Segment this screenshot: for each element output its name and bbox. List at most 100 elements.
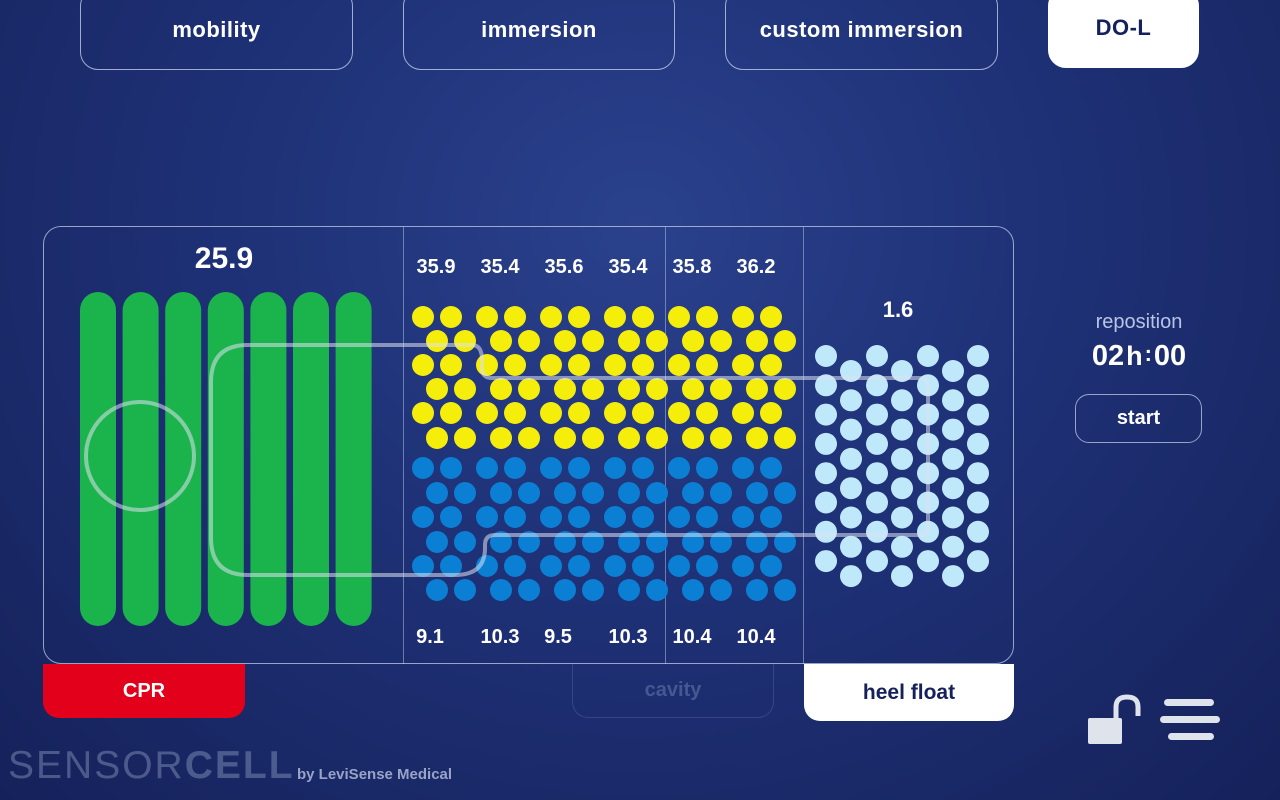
lower-torso-cell: [504, 506, 526, 528]
upper-torso-cell: [440, 306, 462, 328]
torso-top-value: 35.9: [416, 256, 456, 278]
lower-torso-cell: [760, 457, 782, 479]
reposition-label: reposition: [1095, 311, 1183, 333]
upper-torso-cell: [454, 330, 476, 352]
heel-air-cell: [891, 418, 913, 441]
head-air-cell: [250, 292, 287, 626]
heel-air-cell: [840, 447, 862, 470]
lower-torso-cell: [554, 579, 576, 601]
upper-torso-cell: [646, 378, 668, 400]
upper-torso-cell: [618, 427, 640, 449]
cavity-button[interactable]: cavity: [572, 664, 774, 718]
heel-air-cell: [891, 506, 913, 529]
lower-torso-cell: [440, 457, 462, 479]
upper-torso-cell: [440, 402, 462, 424]
heel-air-cell: [866, 520, 888, 543]
heel-air-cell: [840, 418, 862, 441]
torso-top-value: 35.4: [608, 256, 648, 278]
lower-torso-cell: [682, 579, 704, 601]
heel-air-cell: [840, 389, 862, 412]
upper-torso-cell: [746, 427, 768, 449]
upper-torso-cell: [412, 306, 434, 328]
upper-torso-cell: [454, 427, 476, 449]
heel-air-cell: [815, 520, 837, 543]
upper-torso-cell: [618, 378, 640, 400]
lower-torso-cell: [454, 482, 476, 504]
upper-torso-cell: [604, 402, 626, 424]
upper-torso-cell: [646, 427, 668, 449]
head-zone-cells: [80, 292, 372, 626]
heel-air-cell: [942, 389, 964, 412]
lower-torso-cell: [682, 482, 704, 504]
torso-bottom-value: 10.3: [608, 626, 648, 648]
heel-float-button[interactable]: heel float: [804, 664, 1014, 721]
lower-torso-cell: [568, 555, 590, 577]
lower-torso-cell: [710, 579, 732, 601]
lower-torso-cell: [632, 506, 654, 528]
upper-torso-cell: [504, 354, 526, 376]
torso-bottom-value: 10.3: [480, 626, 520, 648]
upper-torso-cell: [746, 330, 768, 352]
unlocked-padlock-icon[interactable]: [1086, 694, 1144, 746]
torso-top-value: 35.8: [672, 256, 712, 278]
upper-torso-cell: [774, 378, 796, 400]
heel-air-cell: [967, 432, 989, 455]
tab-do-l[interactable]: DO-L: [1048, 0, 1199, 68]
heel-air-cell: [815, 462, 837, 485]
lower-torso-cell: [632, 555, 654, 577]
upper-torso-cell: [696, 402, 718, 424]
upper-torso-cell: [426, 427, 448, 449]
upper-torso-cell: [774, 330, 796, 352]
upper-torso-cell: [440, 354, 462, 376]
upper-torso-cell: [540, 402, 562, 424]
lower-torso-cell: [646, 482, 668, 504]
lower-torso-cell: [760, 506, 782, 528]
heel-air-cell: [815, 432, 837, 455]
lower-torso-cell: [760, 555, 782, 577]
tab-mobility[interactable]: mobility: [80, 0, 353, 70]
heel-air-cell: [891, 535, 913, 558]
lower-torso-cell: [454, 531, 476, 553]
zone-divider: [803, 227, 804, 664]
heel-air-cell: [840, 477, 862, 500]
upper-torso-cell: [476, 306, 498, 328]
hamburger-menu-icon[interactable]: [1158, 697, 1222, 745]
cpr-button[interactable]: CPR: [43, 664, 245, 718]
lower-torso-cell: [746, 579, 768, 601]
upper-torso-cell: [646, 330, 668, 352]
lower-torso-cell: [774, 482, 796, 504]
heel-air-cell: [967, 345, 989, 367]
lower-torso-cell: [568, 457, 590, 479]
upper-torso-cell: [696, 306, 718, 328]
upper-torso-cell: [426, 378, 448, 400]
upper-torso-cell: [682, 330, 704, 352]
start-button[interactable]: start: [1075, 394, 1202, 443]
tab-immersion[interactable]: immersion: [403, 0, 675, 70]
lower-torso-cell: [746, 482, 768, 504]
head-air-cell: [335, 292, 372, 626]
upper-torso-cell: [454, 378, 476, 400]
lower-torso-cell: [426, 579, 448, 601]
heel-air-cell: [942, 565, 964, 588]
heel-air-cell: [967, 520, 989, 543]
upper-torso-cell: [504, 402, 526, 424]
mattress-zone-panel: [43, 226, 1014, 664]
upper-torso-cell: [554, 427, 576, 449]
lower-torso-cell: [504, 457, 526, 479]
upper-torso-cell: [476, 354, 498, 376]
upper-torso-cell: [568, 306, 590, 328]
upper-torso-cell: [696, 354, 718, 376]
tab-custom-immersion[interactable]: custom immersion: [725, 0, 998, 70]
upper-torso-cell: [682, 427, 704, 449]
heel-air-cell: [967, 374, 989, 397]
brand-name-light: SENSOR: [8, 744, 185, 787]
upper-torso-cell: [732, 306, 754, 328]
heel-air-cell: [866, 403, 888, 426]
lower-torso-cell: [412, 506, 434, 528]
torso-bottom-value: 9.1: [416, 626, 444, 648]
head-zone-value: 25.9: [194, 242, 254, 275]
lower-torso-cell: [668, 457, 690, 479]
upper-torso-cell: [490, 330, 512, 352]
lower-torso-cell: [476, 506, 498, 528]
